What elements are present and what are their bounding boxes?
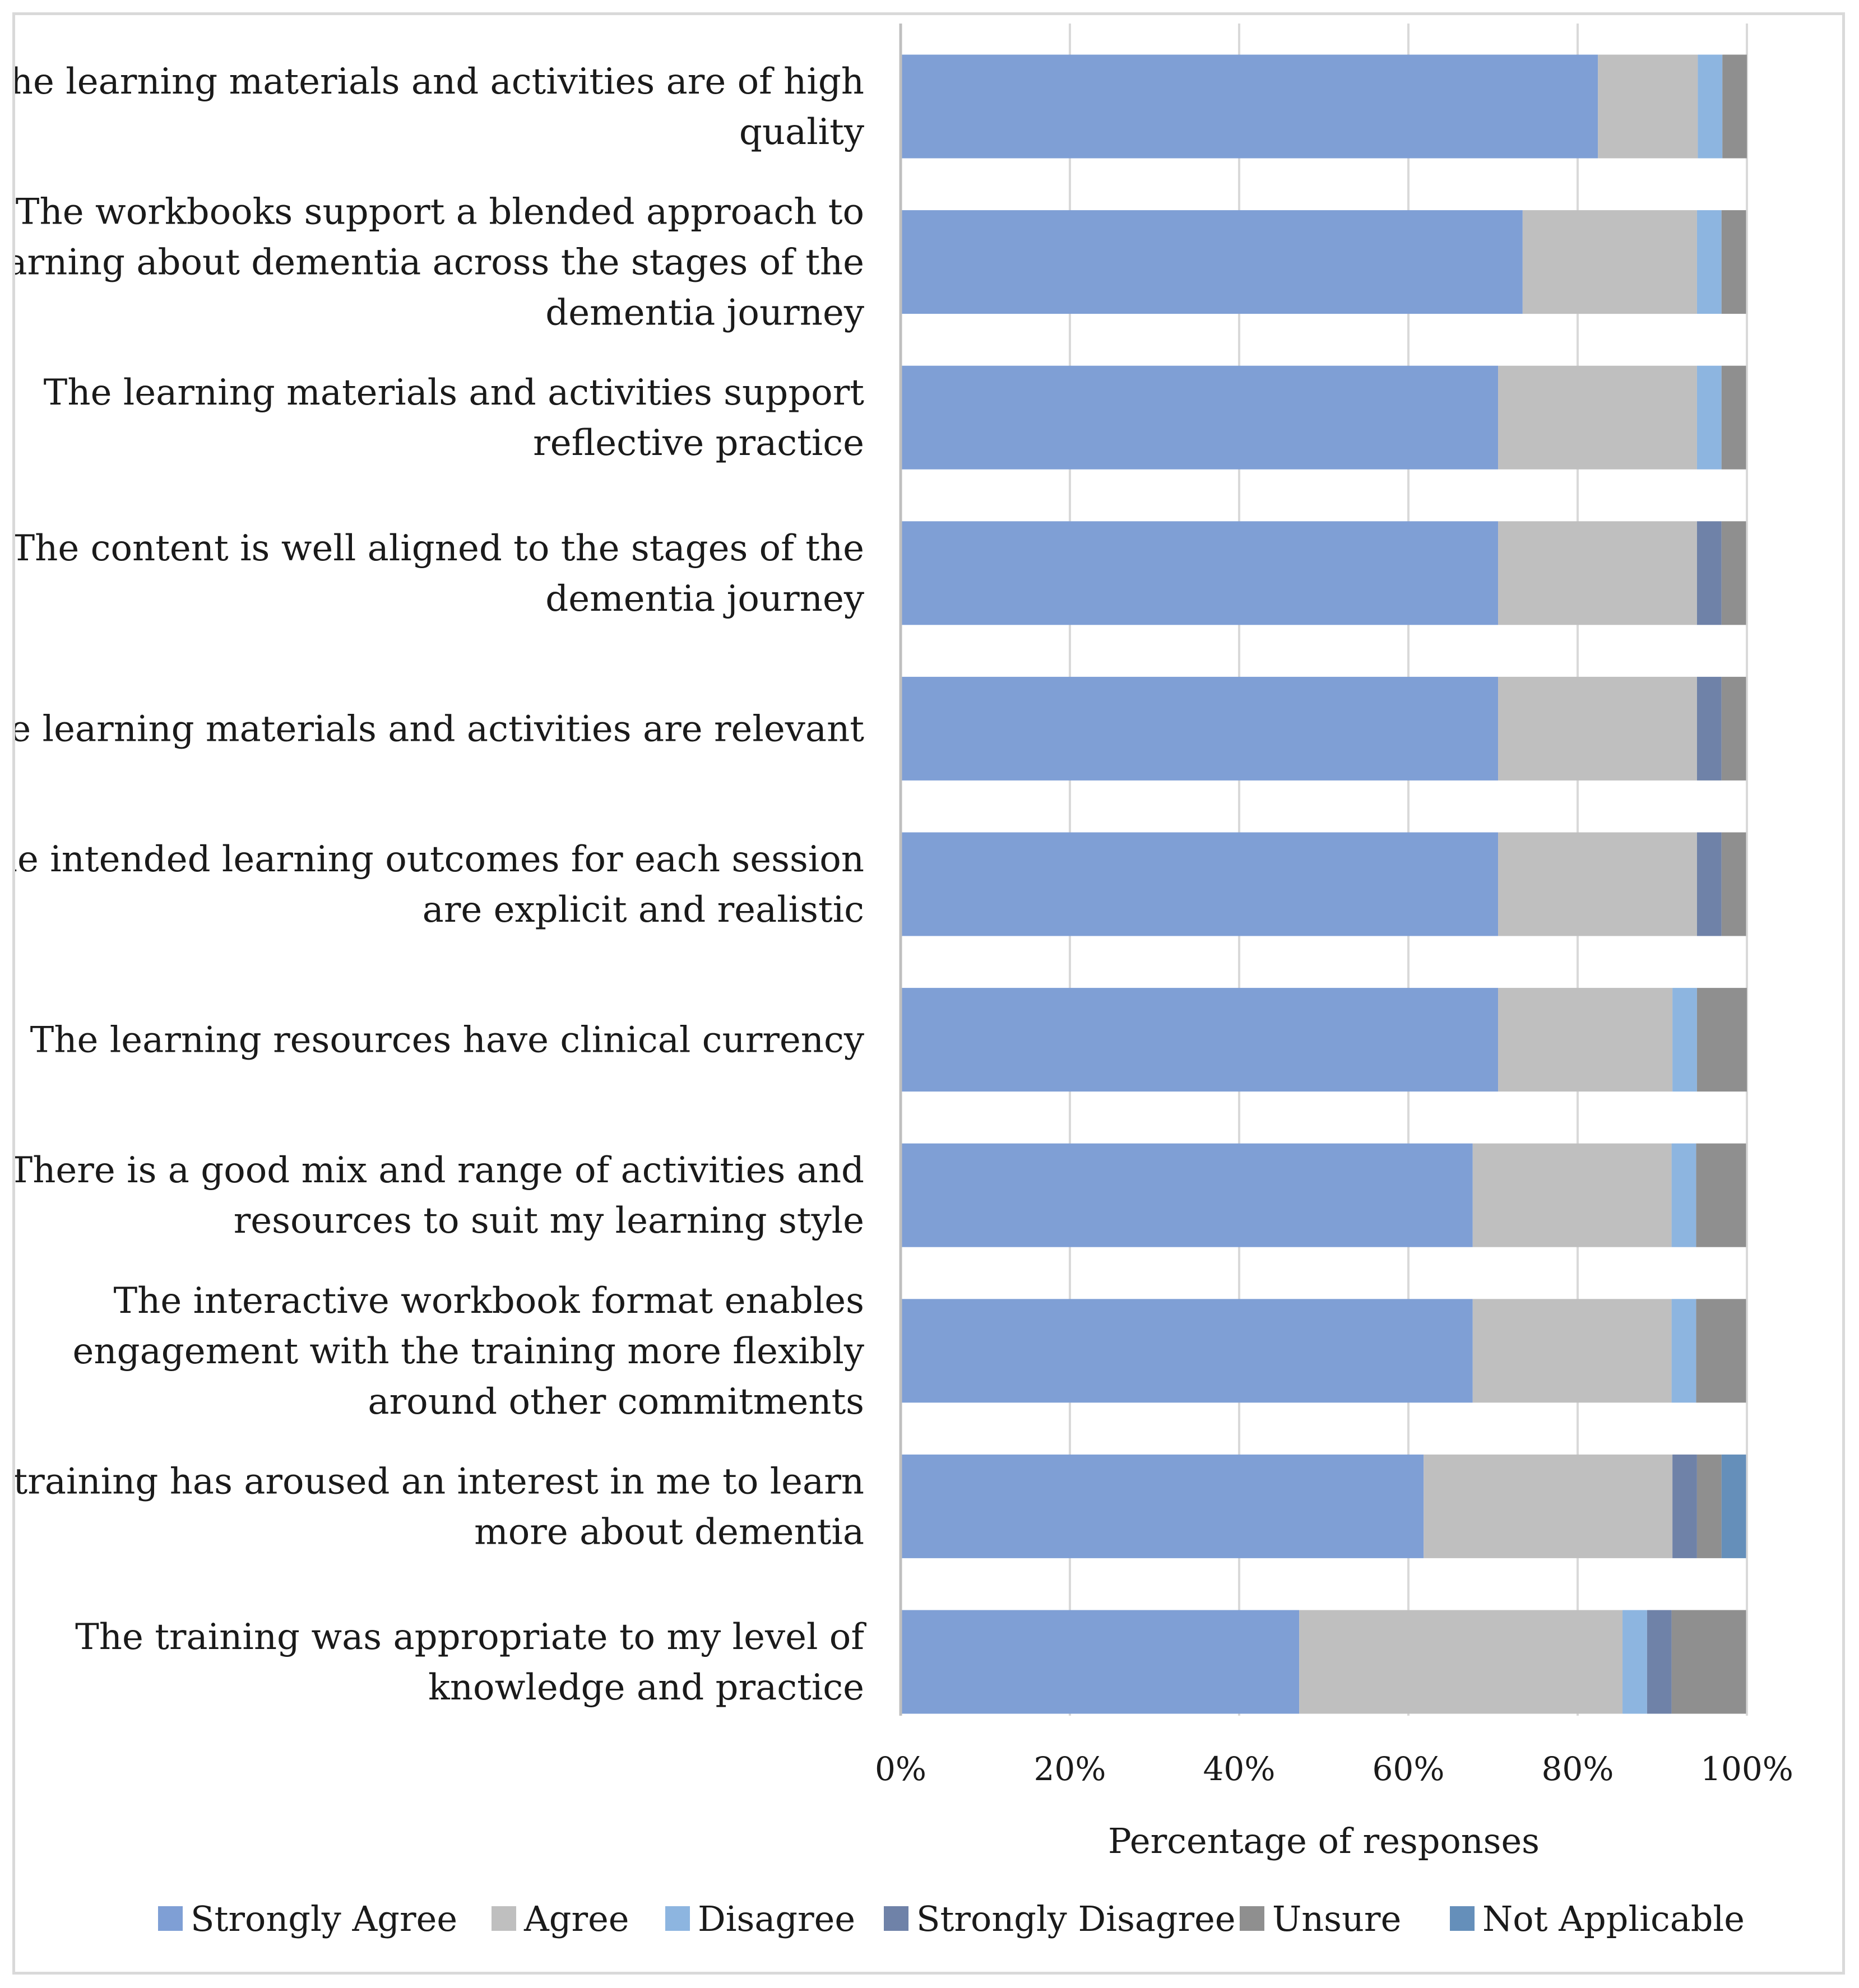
bar-segment-strongly-disagree	[1696, 521, 1722, 625]
bar-segment-agree	[1498, 832, 1697, 936]
bar-segment-unsure	[1721, 521, 1746, 625]
x-tick-label: 0%	[875, 1750, 926, 1788]
bar-segment-unsure	[1721, 832, 1746, 936]
stacked-bar-chart: The learning materials and activities ar…	[15, 24, 1793, 1939]
category-label: The training has aroused an interest in …	[15, 1461, 864, 1553]
bar-segment-agree	[1498, 365, 1697, 470]
bar-segment-agree	[1472, 1299, 1672, 1403]
bar-segment-strongly-agree	[901, 832, 1499, 936]
bar-segment-unsure	[1721, 365, 1746, 470]
bar-segment-agree	[1498, 676, 1697, 781]
bar-segment-strongly-agree	[901, 521, 1499, 625]
category-labels: The learning materials and activities ar…	[15, 61, 866, 1708]
category-label: The interactive workbook format enables e…	[73, 1280, 865, 1423]
bar-segment-disagree	[1672, 988, 1697, 1092]
category-label: The content is well aligned to the stage…	[15, 528, 864, 620]
legend-label: Not Applicable	[1482, 1898, 1745, 1939]
x-tick-label: 20%	[1034, 1750, 1106, 1788]
legend-label: Agree	[523, 1898, 629, 1939]
x-tick-label: 100%	[1700, 1750, 1793, 1788]
x-tick-label: 80%	[1542, 1750, 1614, 1788]
bar-segment-strongly-disagree	[1647, 1610, 1672, 1714]
bar-segment-agree	[1498, 521, 1697, 625]
legend-swatch	[884, 1906, 908, 1931]
chart-frame: The learning materials and activities ar…	[12, 12, 1845, 1975]
bar-segment-strongly-agree	[901, 676, 1499, 781]
legend-label: Unsure	[1272, 1898, 1401, 1939]
bar-segment-unsure	[1696, 1454, 1722, 1558]
category-label: The learning materials and activities ar…	[15, 61, 864, 153]
bar-segment-strongly-agree	[901, 1299, 1473, 1403]
category-label: The training was appropriate to my level…	[75, 1617, 866, 1708]
bar-segment-unsure	[1696, 1299, 1746, 1403]
bars	[901, 54, 1747, 1714]
bar-segment-unsure	[1722, 54, 1747, 159]
legend-swatch	[1450, 1906, 1475, 1931]
bar-segment-agree	[1522, 210, 1697, 314]
bar-segment-strongly-agree	[901, 365, 1499, 470]
bar-segment-disagree	[1671, 1299, 1696, 1403]
category-label: The learning resources have clinical cur…	[30, 1020, 864, 1061]
category-label: The intended learning outcomes for each …	[15, 839, 864, 931]
bar-segment-unsure	[1671, 1610, 1746, 1714]
bar-segment-strongly-disagree	[1672, 1454, 1697, 1558]
bar-segment-strongly-agree	[901, 54, 1598, 159]
bar-segment-strongly-agree	[901, 1143, 1473, 1247]
x-tick-label: 60%	[1373, 1750, 1445, 1788]
x-tick-label: 40%	[1203, 1750, 1276, 1788]
legend-swatch	[665, 1906, 690, 1931]
bar-segment-disagree	[1671, 1143, 1696, 1247]
legend-swatch	[492, 1906, 516, 1931]
legend-swatch	[158, 1906, 183, 1931]
category-label: The workbooks support a blended approach…	[15, 192, 864, 334]
bar-segment-unsure	[1721, 676, 1746, 781]
legend-label: Strongly Disagree	[916, 1898, 1236, 1939]
bar-segment-not-applicable	[1721, 1454, 1746, 1558]
x-axis-title: Percentage of responses	[1108, 1820, 1540, 1861]
bar-segment-disagree	[1696, 210, 1722, 314]
bar-segment-unsure	[1721, 210, 1746, 314]
category-label: The learning materials and activities ar…	[15, 708, 864, 750]
bar-segment-strongly-disagree	[1696, 676, 1722, 781]
bar-segment-unsure	[1696, 1143, 1746, 1247]
bar-segment-agree	[1299, 1610, 1623, 1714]
category-label: The learning materials and activities su…	[44, 372, 865, 464]
bar-segment-agree	[1598, 54, 1698, 159]
legend-swatch	[1240, 1906, 1264, 1931]
bar-segment-agree	[1472, 1143, 1672, 1247]
bar-segment-agree	[1498, 988, 1673, 1092]
legend: Strongly Agree Agree Disagree Strongly Disa…	[158, 1898, 1745, 1939]
bar-segment-disagree	[1698, 54, 1723, 159]
bar-segment-disagree	[1696, 365, 1722, 470]
bar-segment-strongly-agree	[901, 210, 1523, 314]
bar-segment-strongly-agree	[901, 988, 1499, 1092]
bar-segment-strongly-agree	[901, 1454, 1424, 1558]
bar-segment-disagree	[1622, 1610, 1647, 1714]
bar-segment-unsure	[1696, 988, 1747, 1092]
bar-segment-agree	[1424, 1454, 1673, 1558]
bar-segment-strongly-disagree	[1696, 832, 1722, 936]
legend-label: Disagree	[698, 1898, 855, 1939]
category-label: There is a good mix and range of activit…	[15, 1150, 864, 1242]
legend-label: Strongly Agree	[191, 1898, 457, 1939]
x-tick-labels: 0% 20% 40% 60% 80% 100%	[875, 1750, 1793, 1788]
bar-segment-strongly-agree	[901, 1610, 1300, 1714]
